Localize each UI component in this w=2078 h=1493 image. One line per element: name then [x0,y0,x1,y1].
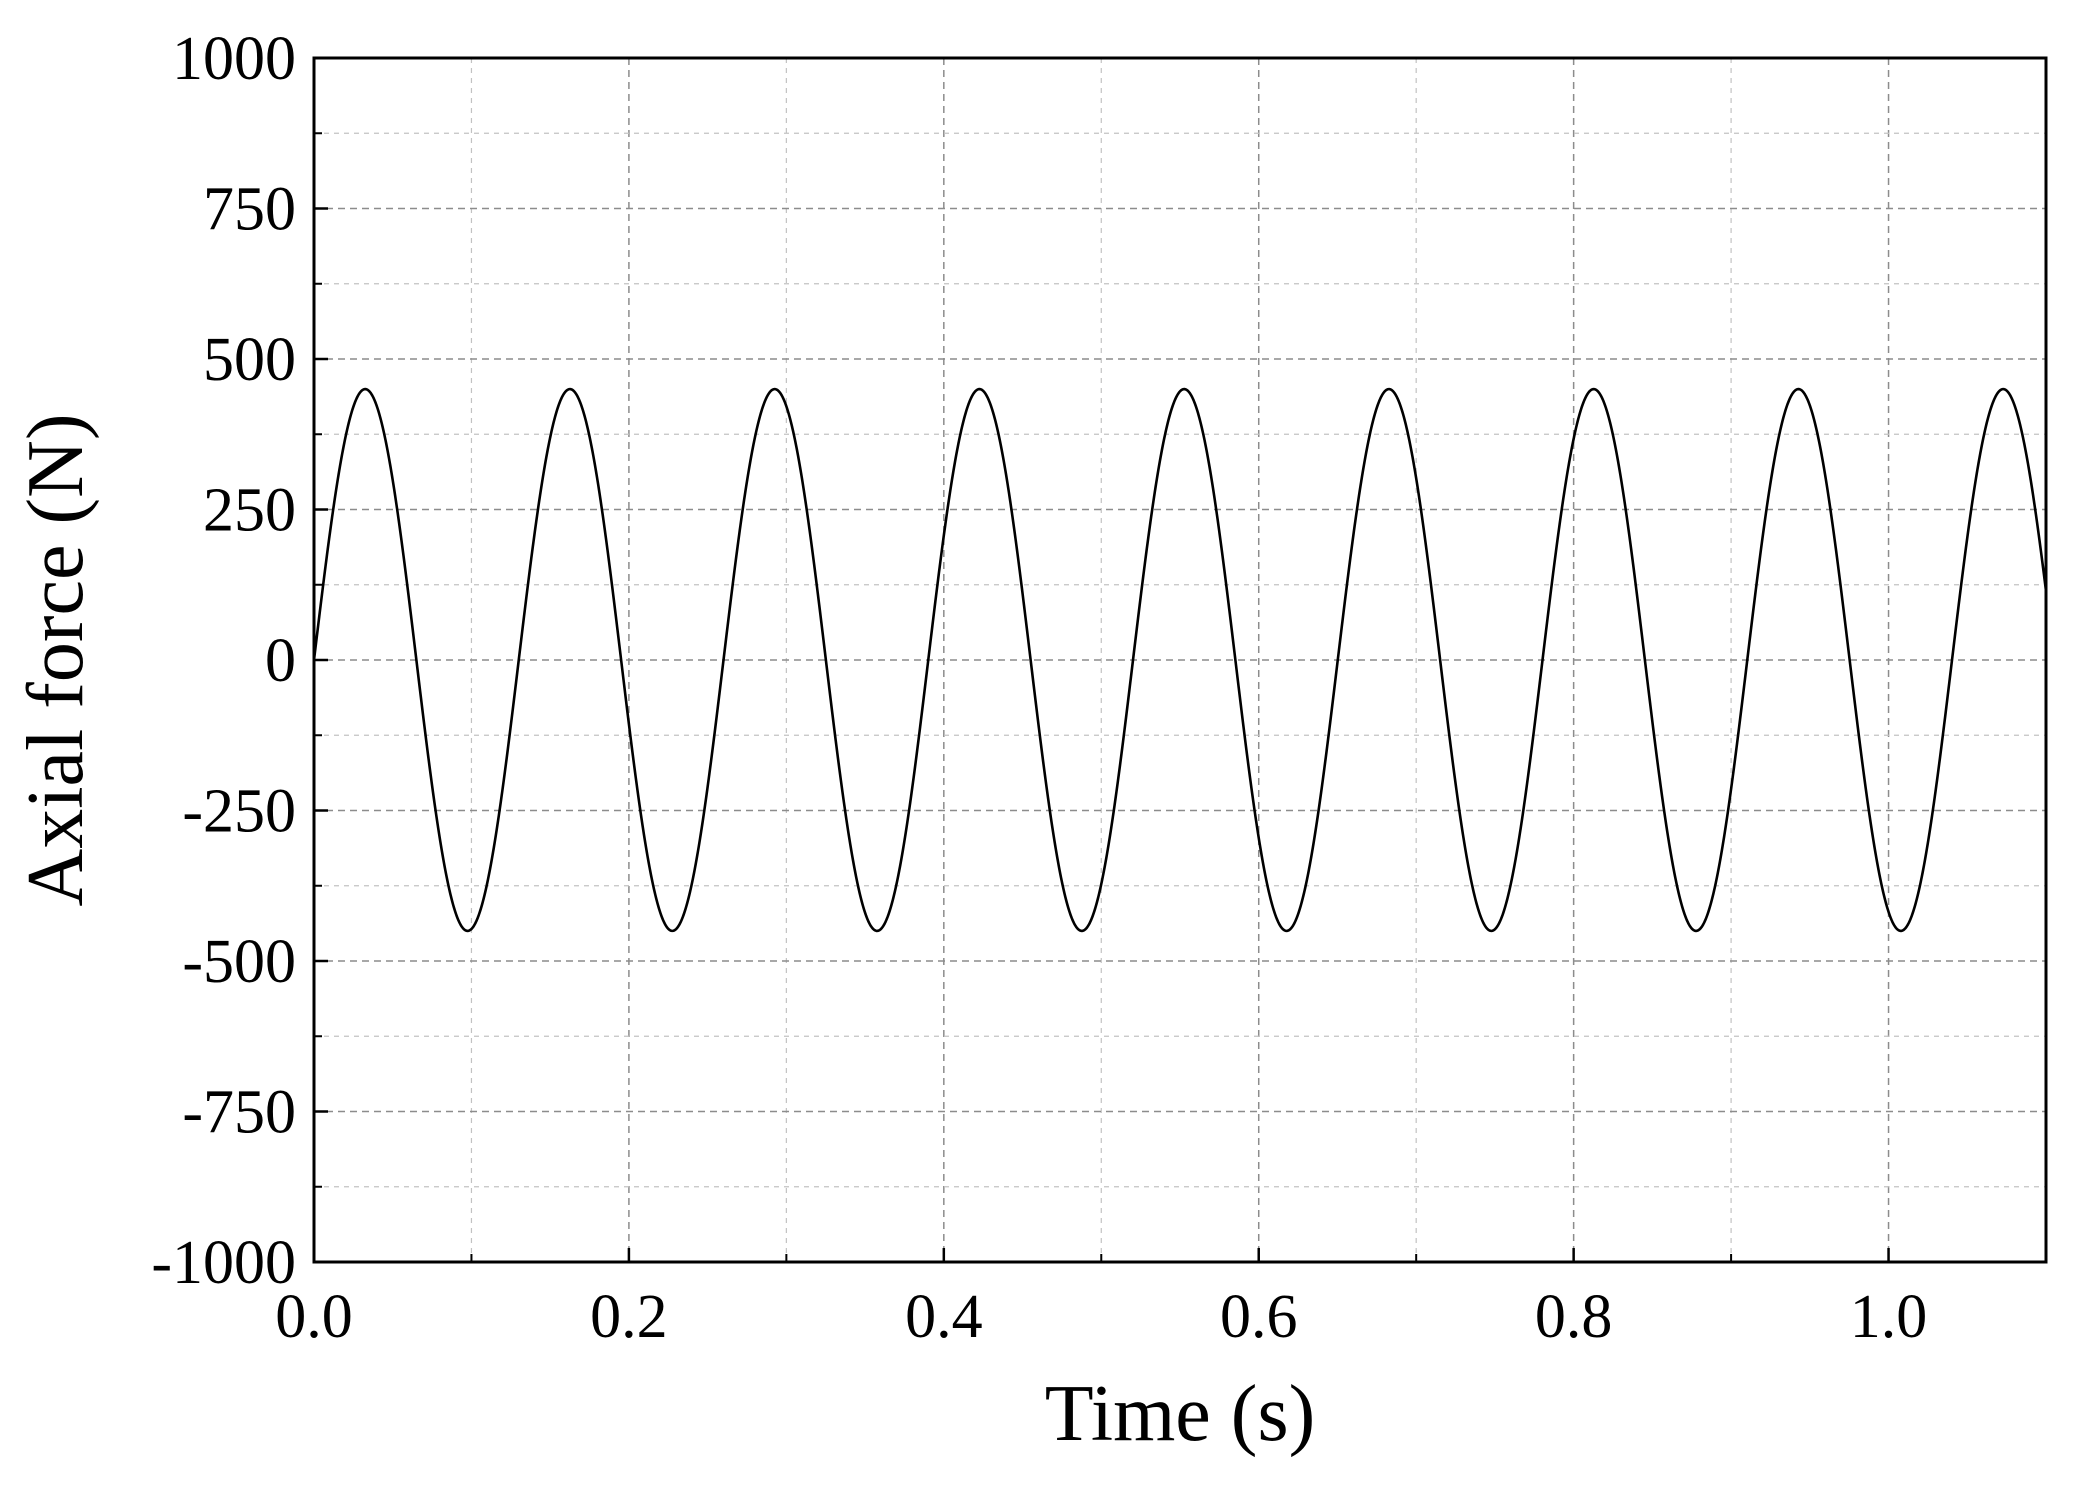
y-tick-label: 250 [203,477,296,545]
x-axis-title: Time (s) [1045,1370,1315,1458]
series-line [312,387,2048,933]
x-tick-label: 0.0 [275,1283,353,1351]
y-tick-label: 500 [203,326,296,394]
y-tick-label: -750 [182,1079,296,1147]
tick-labels: 0.0 0.2 0.4 0.6 0.8 1.0 1000 750 500 250 0 -250 -500… [151,25,1927,1351]
y-tick-label: -1000 [151,1229,296,1297]
y-tick-label: -250 [182,778,296,846]
y-tick-label: 1000 [172,25,296,93]
x-tick-label: 0.2 [590,1283,668,1351]
series-layer [312,387,2048,933]
y-axis-title: Axial force (N) [12,413,100,906]
x-tick-label: 0.6 [1220,1283,1298,1351]
x-tick-label: 0.8 [1535,1283,1613,1351]
y-tick-label: -500 [182,928,296,996]
y-tick-label: 0 [265,627,296,695]
x-tick-label: 0.4 [905,1283,983,1351]
y-tick-label: 750 [203,176,296,244]
ticks [312,56,2047,1264]
x-tick-label: 1.0 [1850,1283,1928,1351]
